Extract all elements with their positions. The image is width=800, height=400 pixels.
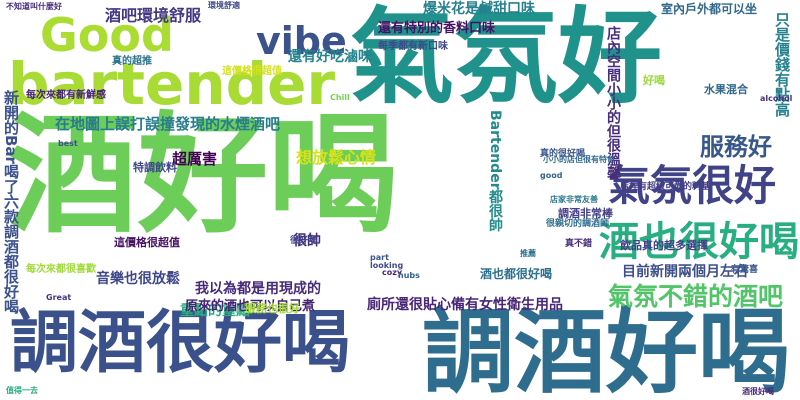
word-39: 服務也很好 [245,302,300,315]
word-49: alcohol [760,94,793,103]
word-23: 重點的重點 [180,303,250,319]
word-1: 氣氛好 [350,0,663,118]
word-6: vibe [256,19,347,63]
word-45: 有驚喜 [731,265,759,275]
word-31: 每次來都有新鮮感 [26,90,106,101]
word-3: 調酒好喝 [422,299,791,400]
word-20: 想放鬆心情 [296,148,377,167]
word-61: 店裡有超級可愛的料基 [620,182,711,192]
word-17: 室內戶外都可以坐 [661,2,758,16]
word-10: 服務好 [700,133,772,161]
word-59: 店內空間小小的但很溫馨 [605,26,621,180]
word-56: 不知道叫什麼好 [6,2,62,11]
word-63: 酒很好喝 [742,387,774,396]
word-53: cozy [382,268,403,277]
word-24: 這價格很超值 [114,236,180,249]
word-57: 環境舒適 [208,1,240,10]
word-54: Great [46,293,72,302]
word-15: 還有特別的香料口味 [378,21,496,36]
word-12: 在地圖上誤打誤撞發現的水煙酒吧 [55,115,281,133]
word-11: 酒吧環境舒服 [105,6,202,25]
word-32: 真的超推 [112,56,152,67]
word-4: bartender [8,50,336,118]
word-33: 新開的Bar喝了六款調酒都很好喝 [2,90,20,314]
word-44: 很好喝 [290,236,318,246]
word-28: 飲品真的超多選擇 [620,239,708,252]
word-36: 真的很好喝 [540,149,586,159]
word-52: part [370,253,389,262]
word-19: Bartender都很帥 [487,110,503,232]
word-21: 超厲害 [172,150,218,168]
word-42: 水果混合 [704,83,748,96]
word-58: 店家非常友善 [550,195,598,204]
word-29: 調酒非常棒 [558,207,613,220]
word-13: 酒也都很好喝 [480,267,553,281]
word-43: 只是價錢有點高 [773,12,791,117]
word-14: 每季都有新口味 [378,41,448,52]
word-48: Chill [330,93,350,102]
word-16: 爆米花是鹹甜口味 [423,1,535,17]
word-46: 真不錯 [565,239,593,249]
word-22: 音樂也很放鬆 [96,271,180,287]
word-40: 每次來都很喜歡 [26,264,96,275]
word-25: 很帥 [293,233,321,249]
word-5: Good [40,8,174,62]
word-51: looking [370,261,404,270]
word-60: 小小的店但很有特色 [543,155,615,164]
word-34: 我以為都是用現成的 [195,281,321,297]
word-2: 調酒很好喝 [10,304,351,383]
word-30: 特調飲料 [133,161,177,174]
word-18: 還有好吃滷味 [288,49,372,65]
word-50: best [58,139,78,148]
word-41: 好喝 [643,74,665,87]
word-64: 值得一去 [6,386,38,395]
word-55: hubs [398,271,420,280]
word-27: 目前新開兩個月左右 [622,264,748,280]
word-7: 氣氛很好 [608,161,777,210]
word-0: 酒好喝 [8,99,399,251]
word-8: 酒也很好喝 [599,219,799,265]
word-38: 這價格很超值 [222,66,282,77]
word-37: 很親切的調酒師 [546,219,610,229]
word-26: 廁所還很貼心備有女性衛生用品 [367,297,563,313]
word-62: 推薦 [520,249,536,258]
word-9: 氣氛不錯的酒吧 [608,282,784,311]
word-35: 原來的酒也可以自己煮 [185,299,316,314]
word-47: good [540,171,563,180]
